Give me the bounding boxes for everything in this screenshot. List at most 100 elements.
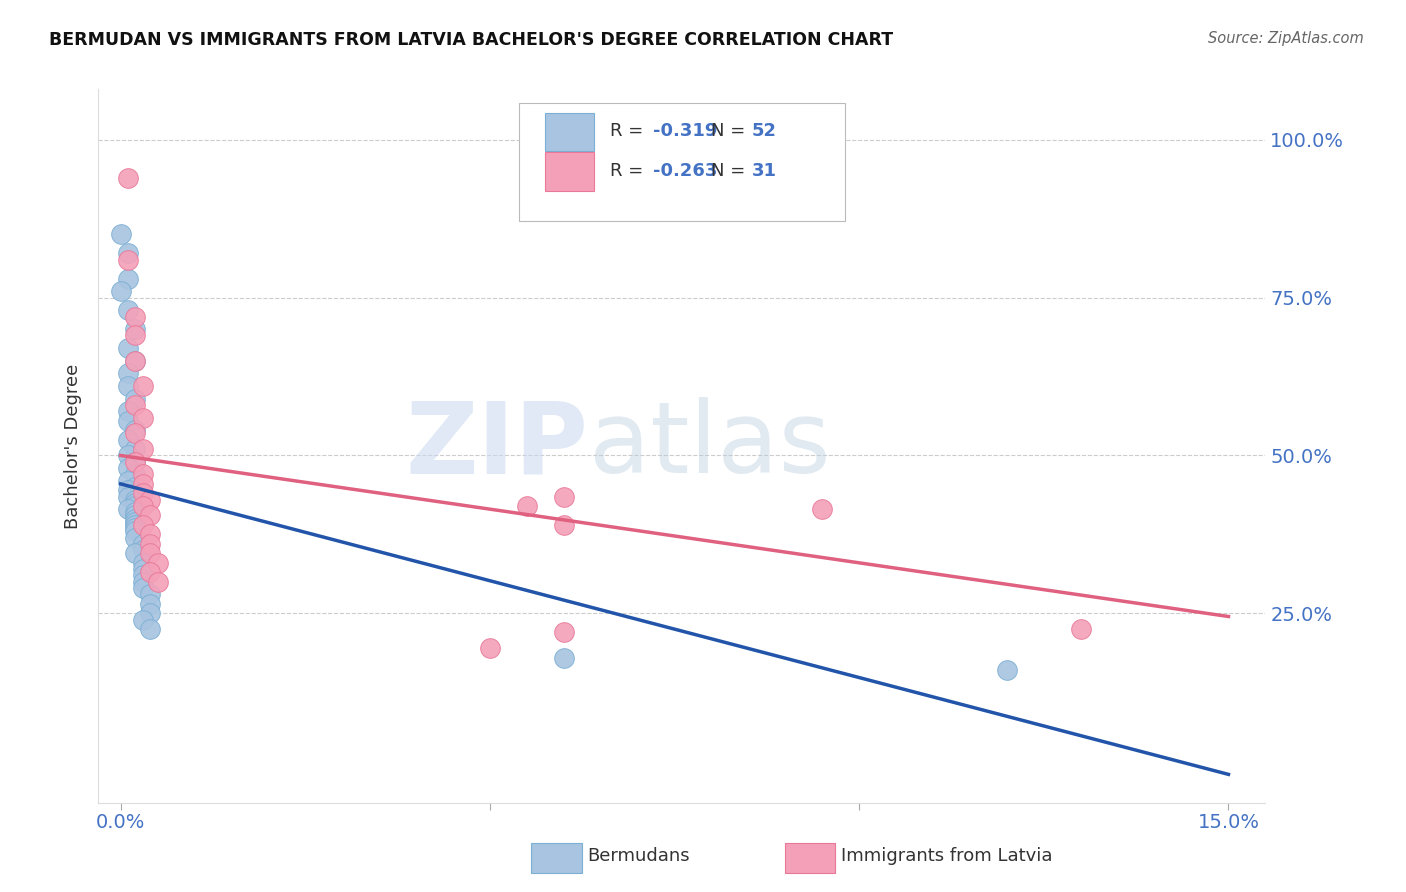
Point: [132, 476, 155, 491]
Point: [117, 490, 139, 504]
Text: R =: R =: [610, 162, 643, 180]
Point: [553, 517, 575, 532]
Point: [132, 556, 155, 570]
Y-axis label: Bachelor's Degree: Bachelor's Degree: [65, 363, 83, 529]
Point: [132, 568, 155, 582]
Point: [124, 467, 146, 482]
Text: atlas: atlas: [589, 398, 830, 494]
Point: [124, 328, 146, 343]
Point: [139, 527, 162, 541]
Point: [132, 442, 155, 457]
Point: [124, 524, 146, 539]
Point: [124, 499, 146, 513]
Point: [132, 499, 155, 513]
Point: [132, 613, 155, 627]
Point: [117, 170, 139, 185]
Point: [117, 246, 139, 260]
Point: [117, 414, 139, 428]
Point: [132, 486, 155, 500]
Point: [811, 502, 834, 516]
Point: [132, 379, 155, 393]
Point: [124, 426, 146, 441]
Point: [124, 392, 146, 406]
Text: Source: ZipAtlas.com: Source: ZipAtlas.com: [1208, 31, 1364, 46]
Point: [124, 353, 146, 368]
Point: [132, 517, 155, 532]
Point: [139, 492, 162, 507]
Point: [139, 537, 162, 551]
Point: [117, 433, 139, 447]
Point: [124, 521, 146, 535]
Point: [124, 531, 146, 545]
Text: Immigrants from Latvia: Immigrants from Latvia: [841, 847, 1052, 865]
Point: [124, 455, 146, 469]
Point: [132, 410, 155, 425]
Point: [124, 517, 146, 532]
Text: 15.0%: 15.0%: [1198, 814, 1260, 832]
FancyBboxPatch shape: [546, 112, 595, 152]
Point: [117, 303, 139, 318]
Point: [139, 508, 162, 523]
Point: [516, 499, 538, 513]
Point: [553, 650, 575, 665]
Point: [117, 474, 139, 488]
Point: [124, 480, 146, 494]
Point: [117, 483, 139, 498]
Point: [117, 379, 139, 393]
Text: N =: N =: [711, 162, 745, 180]
Point: [132, 574, 155, 589]
Point: [146, 574, 169, 589]
Point: [124, 442, 146, 457]
Point: [995, 663, 1018, 677]
Point: [139, 607, 162, 621]
Text: R =: R =: [610, 121, 643, 139]
Point: [124, 398, 146, 412]
Point: [139, 546, 162, 560]
Point: [139, 587, 162, 601]
Point: [124, 353, 146, 368]
Point: [124, 505, 146, 519]
Point: [124, 423, 146, 437]
Point: [117, 449, 139, 463]
Point: [132, 581, 155, 595]
Point: [132, 562, 155, 576]
Text: -0.319: -0.319: [652, 121, 717, 139]
Point: [139, 597, 162, 611]
Text: BERMUDAN VS IMMIGRANTS FROM LATVIA BACHELOR'S DEGREE CORRELATION CHART: BERMUDAN VS IMMIGRANTS FROM LATVIA BACHE…: [49, 31, 893, 49]
Point: [117, 502, 139, 516]
Point: [553, 490, 575, 504]
Point: [124, 486, 146, 500]
FancyBboxPatch shape: [546, 152, 595, 191]
Point: [553, 625, 575, 640]
Text: -0.263: -0.263: [652, 162, 717, 180]
Point: [110, 285, 132, 299]
Text: N =: N =: [711, 121, 745, 139]
Point: [124, 455, 146, 469]
Point: [124, 508, 146, 523]
Point: [139, 566, 162, 580]
Text: 31: 31: [752, 162, 778, 180]
Point: [139, 622, 162, 636]
Point: [117, 271, 139, 285]
Point: [117, 341, 139, 355]
Point: [146, 556, 169, 570]
Point: [117, 367, 139, 381]
Point: [124, 515, 146, 529]
Point: [124, 511, 146, 525]
Text: Bermudans: Bermudans: [588, 847, 690, 865]
Point: [117, 461, 139, 475]
Point: [124, 546, 146, 560]
Point: [132, 467, 155, 482]
Point: [110, 227, 132, 242]
FancyBboxPatch shape: [519, 103, 845, 221]
Point: [117, 252, 139, 267]
Text: 52: 52: [752, 121, 778, 139]
Point: [124, 322, 146, 336]
Point: [124, 310, 146, 324]
Point: [117, 404, 139, 418]
Text: ZIP: ZIP: [406, 398, 589, 494]
Point: [1070, 622, 1092, 636]
Text: 0.0%: 0.0%: [96, 814, 145, 832]
Point: [478, 641, 501, 656]
Point: [124, 492, 146, 507]
